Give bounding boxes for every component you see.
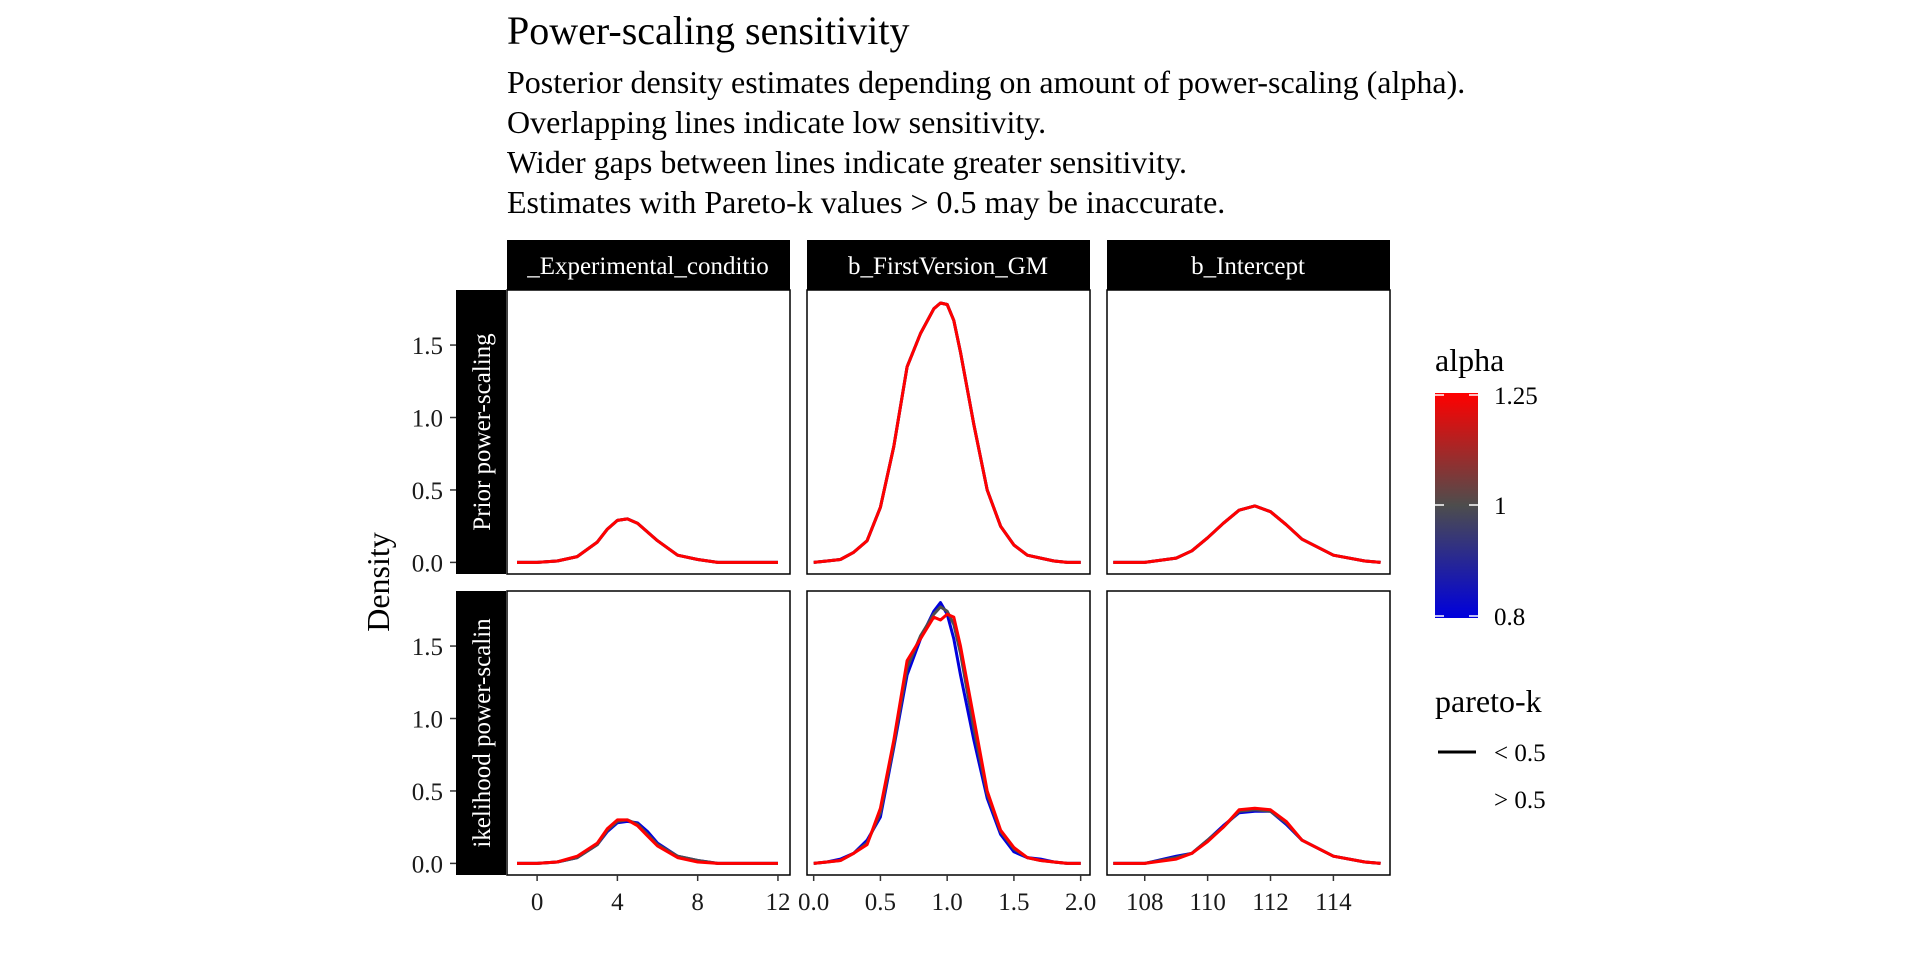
x-tick-label: 108	[1126, 889, 1164, 916]
density-line-alpha-1_25	[1113, 806, 1381, 865]
y-tick-label: 1.5	[412, 333, 443, 360]
density-line-alpha-1_25	[813, 301, 1081, 564]
panel-border	[806, 289, 1091, 575]
subtitle-line: Wider gaps between lines indicate greate…	[507, 144, 1187, 180]
x-tick-label: 1.0	[932, 889, 963, 916]
panel-border	[1106, 289, 1391, 575]
density-line-alpha-1_25	[813, 612, 1081, 865]
alpha-legend-title: alpha	[1435, 342, 1504, 378]
density-line-alpha-1_25	[517, 818, 778, 865]
panel-border	[506, 289, 791, 575]
alpha-legend: alpha 1.25 1 0.8	[1435, 342, 1538, 631]
chart-title: Power-scaling sensitivity	[507, 8, 910, 53]
pareto-k-legend: pareto-k < 0.5 > 0.5	[1435, 683, 1546, 814]
column-strip: _Experimental_conditio	[507, 240, 790, 290]
y-tick-label: 1.0	[412, 707, 443, 734]
facet-panel	[1106, 590, 1391, 876]
panel-border	[806, 590, 1091, 876]
facet-panel	[506, 289, 791, 575]
row-strip-label: Prior power-scaling	[469, 333, 496, 531]
panel-border	[1106, 590, 1391, 876]
y-tick-label: 1.5	[412, 634, 443, 661]
y-axis-title: Density	[360, 532, 396, 632]
x-tick-label: 114	[1315, 889, 1352, 916]
column-strip: b_Intercept	[1107, 240, 1390, 290]
x-tick-label: 4	[611, 889, 624, 916]
x-tick-label: 12	[765, 889, 790, 916]
x-tick-label: 110	[1189, 889, 1226, 916]
subtitle-line: Estimates with Pareto-k values > 0.5 may…	[507, 184, 1226, 220]
facet-panel	[506, 590, 791, 876]
y-tick-label: 0.0	[412, 851, 443, 878]
column-strip-label: _Experimental_conditio	[526, 253, 769, 280]
x-tick-label: 1.5	[998, 889, 1029, 916]
x-tick-label: 112	[1252, 889, 1289, 916]
x-tick-label: 0	[531, 889, 544, 916]
subtitle-line: Overlapping lines indicate low sensitivi…	[507, 104, 1047, 140]
panel-grid: 0.0 0.5 1.0 1.5 0.0 0.5 1.0 1.5 0 4 8 12 0.0 0.5 1.0 1.…	[412, 289, 1391, 916]
y-tick-label: 0.5	[412, 478, 443, 505]
row-strip: ikelihood power-scalin	[456, 591, 506, 875]
panel-border	[506, 590, 791, 876]
density-line-alpha-1_25	[1113, 504, 1381, 564]
y-tick-label: 0.0	[412, 550, 443, 577]
alpha-tick-label: 1.25	[1494, 383, 1538, 410]
row-strip: Prior power-scaling	[456, 290, 506, 574]
facet-panel	[806, 289, 1091, 575]
pareto-k-label: > 0.5	[1494, 787, 1546, 814]
x-tick-label: 2.0	[1065, 889, 1096, 916]
facet-panel	[806, 590, 1091, 876]
row-strip-label: ikelihood power-scalin	[469, 618, 496, 848]
chart-subtitle: Posterior density estimates depending on…	[507, 62, 1465, 222]
x-tick-label: 0.5	[865, 889, 896, 916]
pareto-k-legend-title: pareto-k	[1435, 683, 1542, 719]
x-tick-label: 8	[691, 889, 704, 916]
density-line-alpha-1_25	[517, 517, 778, 564]
column-strip-label: b_Intercept	[1191, 253, 1305, 280]
facet-panel	[1106, 289, 1391, 575]
alpha-tick-label: 1	[1494, 493, 1507, 520]
y-tick-label: 0.5	[412, 779, 443, 806]
alpha-tick-label: 0.8	[1494, 604, 1525, 631]
y-tick-label: 1.0	[412, 406, 443, 433]
subtitle-line: Posterior density estimates depending on…	[507, 64, 1466, 100]
pareto-k-label: < 0.5	[1494, 740, 1546, 767]
column-strip-label: b_FirstVersion_GM	[848, 253, 1048, 280]
x-tick-label: 0.0	[798, 889, 829, 916]
column-strip: b_FirstVersion_GM	[807, 240, 1090, 290]
